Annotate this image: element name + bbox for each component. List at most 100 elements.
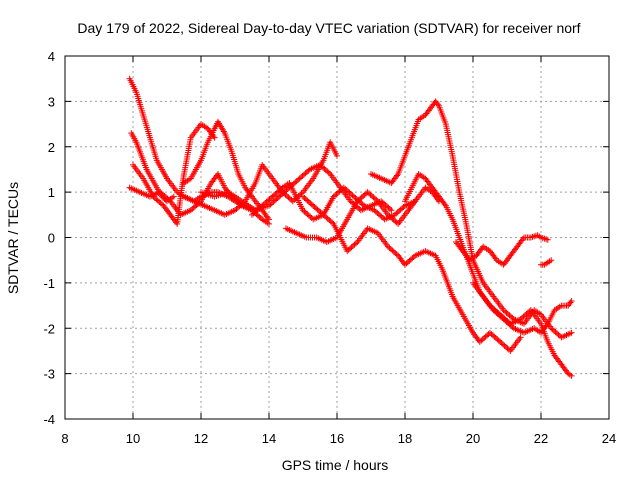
data-point <box>160 191 167 198</box>
data-point <box>410 253 417 260</box>
data-point <box>265 197 272 204</box>
data-point <box>493 309 500 316</box>
data-point <box>233 205 240 212</box>
data-point <box>385 243 391 250</box>
data-point <box>156 198 163 205</box>
x-tick-label: 22 <box>534 431 548 446</box>
data-point <box>409 255 416 262</box>
data-point <box>273 196 280 203</box>
data-point <box>317 209 324 216</box>
data-point <box>370 194 377 201</box>
data-point <box>256 205 263 212</box>
data-point <box>521 312 528 319</box>
data-point <box>372 208 379 215</box>
data-point <box>481 334 488 341</box>
data-point <box>165 196 172 203</box>
y-tick-label: -4 <box>43 412 55 427</box>
data-point <box>276 187 283 194</box>
data-point <box>393 251 400 258</box>
data-point <box>302 209 309 216</box>
data-point <box>326 216 333 223</box>
data-point <box>360 193 367 200</box>
data-point <box>494 336 501 343</box>
data-point <box>345 246 352 253</box>
data-point <box>503 309 510 316</box>
data-point <box>568 298 575 305</box>
data-point <box>349 192 356 199</box>
data-point <box>305 212 312 219</box>
data-point <box>479 336 486 343</box>
data-point <box>489 332 496 339</box>
data-point <box>259 202 266 209</box>
data-point <box>300 207 306 214</box>
data-point <box>250 210 257 217</box>
data-point <box>387 246 394 253</box>
data-point <box>347 198 354 205</box>
data-point <box>386 244 393 251</box>
data-point <box>496 312 503 319</box>
x-tick-label: 10 <box>126 431 140 446</box>
data-point <box>323 214 330 221</box>
data-point <box>256 213 263 220</box>
data-point <box>342 185 349 192</box>
data-point <box>385 204 392 211</box>
data-point <box>151 194 158 201</box>
data-point <box>189 205 196 212</box>
data-point <box>254 212 261 219</box>
data-point <box>509 323 516 330</box>
y-tick-label: 3 <box>48 94 55 109</box>
data-point <box>234 204 241 211</box>
data-point <box>157 200 164 207</box>
data-point <box>476 338 483 345</box>
data-point <box>548 325 555 332</box>
data-point <box>396 207 403 214</box>
satellite-track-2 <box>128 130 177 205</box>
data-point <box>330 193 337 200</box>
data-point <box>275 188 282 195</box>
y-tick-label: 2 <box>48 140 55 155</box>
data-point <box>402 261 408 268</box>
data-point <box>266 216 272 223</box>
data-point <box>170 193 177 200</box>
data-point <box>375 211 382 218</box>
x-tick-label: 20 <box>466 431 480 446</box>
data-point <box>262 200 269 207</box>
data-point <box>317 161 323 168</box>
data-point <box>321 213 328 220</box>
satellite-track-12 <box>402 170 575 379</box>
data-point <box>300 193 306 200</box>
satellite-track-4 <box>130 121 218 227</box>
data-point <box>387 214 394 221</box>
data-point <box>498 340 505 347</box>
data-point <box>389 247 396 254</box>
data-point <box>316 207 323 214</box>
satellite-track-6 <box>181 139 340 218</box>
data-point <box>267 201 274 208</box>
data-point <box>504 320 511 327</box>
data-series <box>126 75 575 379</box>
data-point <box>503 344 510 351</box>
data-point <box>159 201 166 208</box>
satellite-track-10 <box>300 193 524 354</box>
data-point <box>332 192 339 199</box>
data-point <box>488 331 495 338</box>
data-point <box>150 193 157 200</box>
data-point <box>349 199 356 206</box>
data-point <box>307 200 314 207</box>
data-point <box>502 308 509 315</box>
y-tick-label: 4 <box>48 49 55 64</box>
data-point <box>555 331 562 338</box>
data-point <box>507 313 514 320</box>
data-point <box>549 326 556 333</box>
data-point <box>301 208 308 215</box>
data-point <box>500 341 507 348</box>
data-point <box>327 218 334 225</box>
y-axis-label: SDTVAR / TECUs <box>5 182 21 294</box>
data-point <box>501 342 508 349</box>
data-point <box>266 196 273 203</box>
data-point <box>357 195 364 202</box>
data-point <box>492 334 499 341</box>
data-point <box>340 184 347 191</box>
data-point <box>517 316 524 323</box>
